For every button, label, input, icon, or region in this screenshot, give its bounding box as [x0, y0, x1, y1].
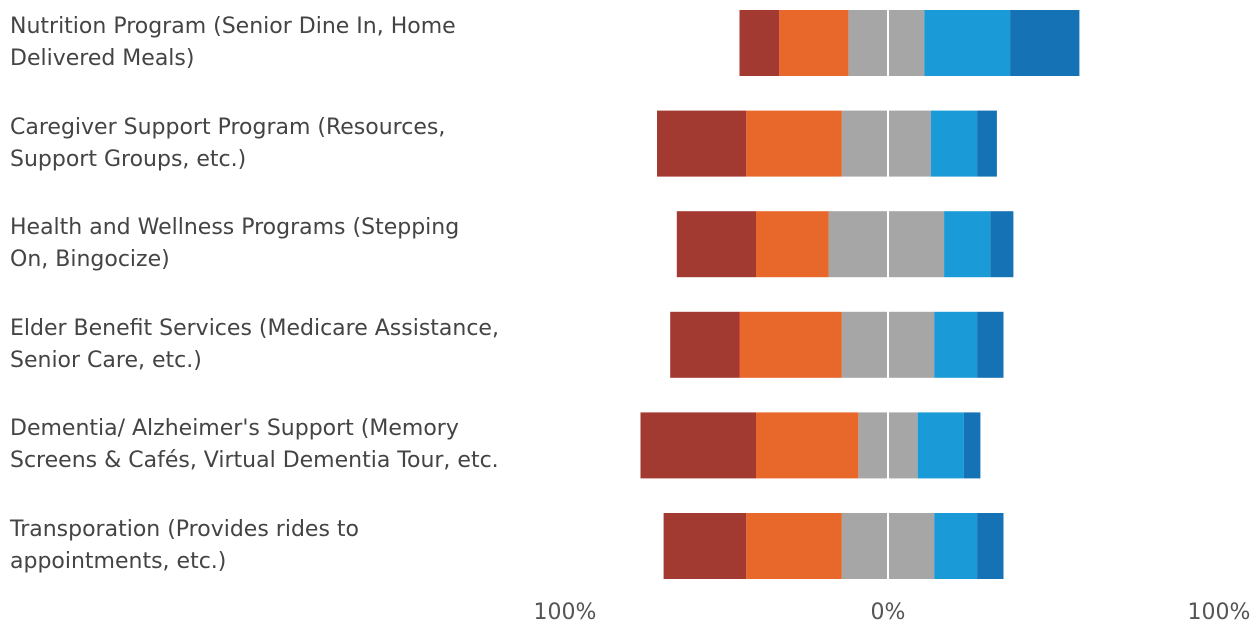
tick-label-right: 100%	[1187, 600, 1251, 625]
bar-segment	[848, 10, 888, 76]
bar-segment	[746, 513, 842, 579]
bar-segment	[828, 211, 888, 278]
bar-segment	[1010, 10, 1080, 76]
bar-segment	[888, 110, 931, 177]
bar-segment	[756, 412, 859, 479]
bar-segment	[739, 311, 842, 378]
bar-segment	[990, 211, 1014, 278]
bar-segment	[924, 10, 1011, 76]
bar-segment	[841, 110, 888, 177]
category-label: Caregiver Support Program (Resources, Su…	[10, 114, 446, 172]
category-label: Elder Benefit Services (Medicare Assista…	[10, 315, 499, 373]
bar-segment	[858, 412, 888, 479]
bar-segment	[746, 110, 842, 177]
bar-segment	[663, 513, 747, 579]
bar-segment	[963, 412, 981, 479]
tick-label-left: 100%	[533, 600, 597, 625]
bar-segment	[944, 211, 991, 278]
bar-segment	[917, 412, 964, 479]
bar-segment	[977, 311, 1004, 378]
bar-segment	[930, 110, 978, 177]
bar-segment	[934, 311, 978, 378]
bar-segment	[676, 211, 756, 278]
bar-segment	[640, 412, 756, 479]
category-label: Nutrition Program (Senior Dine In, Home …	[10, 14, 456, 71]
bar-segment	[841, 513, 888, 579]
bar-segment	[888, 513, 935, 579]
category-label: Dementia/ Alzheimer's Support (Memory Sc…	[10, 416, 499, 474]
bar-segment	[977, 110, 997, 177]
bar-segment	[841, 311, 888, 378]
bar-segment	[779, 10, 849, 76]
bar-segment	[977, 513, 1004, 579]
category-label: Transporation (Provides rides to appoint…	[10, 517, 359, 574]
category-label: Health and Wellness Programs (Stepping O…	[10, 215, 460, 273]
bar-segment	[934, 513, 978, 579]
bar-segment	[670, 311, 740, 378]
bar-segment	[888, 311, 935, 378]
bar-segment	[657, 110, 747, 177]
bar-segment	[756, 211, 829, 278]
bar-segment	[888, 412, 918, 479]
bar-segment	[888, 211, 945, 278]
bar-segment	[739, 10, 780, 76]
tick-label-center: 0%	[870, 600, 906, 625]
bar-segment	[888, 10, 925, 76]
